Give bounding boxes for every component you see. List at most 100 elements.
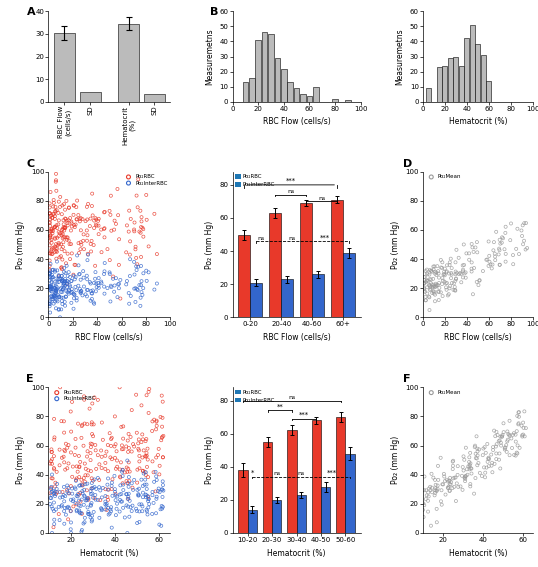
Point xyxy=(133,285,141,294)
Point xyxy=(49,243,58,252)
Point xyxy=(144,497,152,506)
Point xyxy=(47,235,55,244)
Point xyxy=(483,255,492,264)
Point xyxy=(123,221,131,230)
Point xyxy=(105,268,114,277)
Point xyxy=(129,439,137,448)
Point xyxy=(463,465,471,474)
Point xyxy=(116,472,124,481)
Point xyxy=(458,471,466,480)
Point xyxy=(52,304,60,313)
Point xyxy=(473,447,482,456)
Point xyxy=(454,471,462,480)
Legend: Po₂Mean: Po₂Mean xyxy=(426,175,462,179)
Point xyxy=(513,412,522,421)
Point xyxy=(126,433,135,442)
Point xyxy=(133,518,141,527)
Point xyxy=(46,283,54,292)
Point xyxy=(427,280,436,289)
Point xyxy=(484,237,493,246)
Point xyxy=(471,243,480,252)
Point xyxy=(101,458,110,467)
Point xyxy=(100,208,108,217)
Point xyxy=(423,289,431,298)
Point xyxy=(109,274,117,284)
Point xyxy=(46,297,54,306)
Point xyxy=(83,231,92,240)
Point xyxy=(448,457,457,466)
Bar xyxy=(442,66,447,101)
Point xyxy=(495,235,504,244)
Point xyxy=(513,449,522,458)
Point xyxy=(52,286,60,295)
Point xyxy=(420,278,428,287)
Point xyxy=(54,272,63,281)
Point xyxy=(426,483,435,492)
Point xyxy=(451,286,459,295)
Point xyxy=(466,480,475,489)
Point xyxy=(485,251,493,260)
Point xyxy=(445,486,454,496)
Point xyxy=(75,451,83,460)
Point xyxy=(423,283,431,292)
Point xyxy=(424,488,433,497)
Point xyxy=(148,426,157,435)
Point xyxy=(138,502,147,511)
Point xyxy=(79,266,88,276)
Point xyxy=(111,487,119,496)
Y-axis label: Po₂ (mm Hg): Po₂ (mm Hg) xyxy=(205,436,214,484)
Point xyxy=(427,275,435,284)
Point xyxy=(52,287,61,296)
Point xyxy=(431,486,440,495)
Point xyxy=(430,491,439,500)
Point xyxy=(67,298,76,307)
Point xyxy=(123,490,131,499)
Point xyxy=(51,244,60,253)
Point xyxy=(56,383,65,392)
Point xyxy=(45,298,54,307)
Point xyxy=(450,282,459,291)
Point xyxy=(81,477,89,486)
Bar xyxy=(270,213,281,318)
Point xyxy=(72,506,81,515)
Point xyxy=(51,291,60,300)
Point xyxy=(97,493,106,502)
Point xyxy=(497,441,505,450)
Point xyxy=(108,433,116,442)
Point xyxy=(75,270,83,279)
Point xyxy=(64,484,73,493)
Point xyxy=(56,202,65,211)
Point xyxy=(91,268,100,277)
Point xyxy=(445,476,454,485)
Bar xyxy=(448,58,453,101)
Point xyxy=(67,427,75,436)
Point xyxy=(74,419,82,428)
Point xyxy=(135,227,144,236)
Point xyxy=(60,497,68,506)
Point xyxy=(112,219,121,229)
Point xyxy=(67,277,76,286)
Point xyxy=(87,247,95,256)
Point xyxy=(501,222,510,231)
Point xyxy=(124,429,133,438)
Point xyxy=(520,236,528,246)
Point xyxy=(75,463,83,472)
Point xyxy=(148,509,157,518)
Point xyxy=(115,383,124,392)
Point xyxy=(466,459,475,468)
Point xyxy=(158,433,166,442)
Bar xyxy=(281,279,293,318)
Point xyxy=(465,458,473,467)
Point xyxy=(66,506,75,515)
Point xyxy=(124,489,133,498)
Point xyxy=(46,493,55,502)
Point xyxy=(52,170,60,179)
Point xyxy=(105,256,114,265)
Point xyxy=(45,249,54,258)
Point xyxy=(454,462,462,471)
Point xyxy=(77,495,86,504)
Point xyxy=(136,301,145,310)
Point xyxy=(47,295,56,304)
Point xyxy=(76,286,85,295)
Point xyxy=(69,502,77,511)
